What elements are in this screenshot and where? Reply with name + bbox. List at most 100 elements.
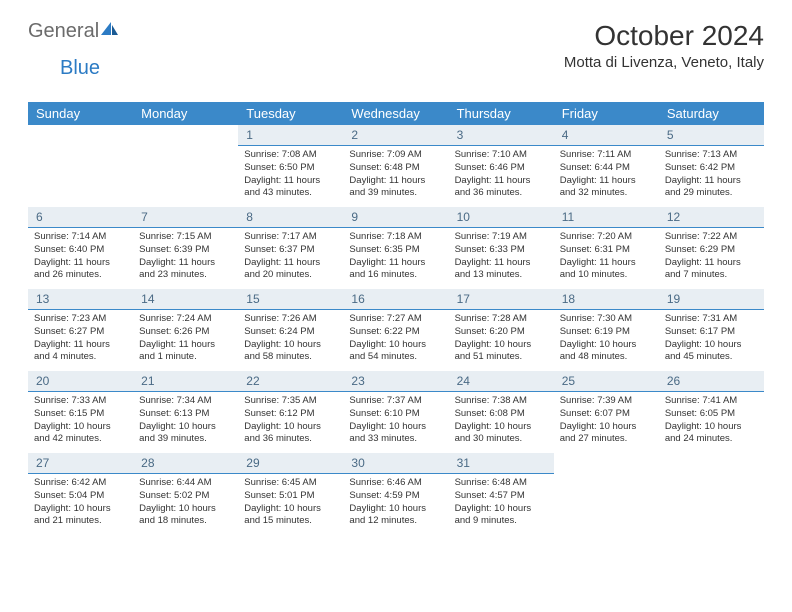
- calendar-cell: 8Sunrise: 7:17 AMSunset: 6:37 PMDaylight…: [238, 207, 343, 289]
- calendar-cell: 16Sunrise: 7:27 AMSunset: 6:22 PMDayligh…: [343, 289, 448, 371]
- day-number: 10: [449, 207, 554, 228]
- day-content: Sunrise: 7:11 AMSunset: 6:44 PMDaylight:…: [554, 146, 659, 204]
- day-content: Sunrise: 7:37 AMSunset: 6:10 PMDaylight:…: [343, 392, 448, 450]
- day-number: 31: [449, 453, 554, 474]
- day-number: 17: [449, 289, 554, 310]
- day-content: Sunrise: 6:45 AMSunset: 5:01 PMDaylight:…: [238, 474, 343, 532]
- logo-text-blue: Blue: [60, 57, 100, 79]
- day-content: Sunrise: 7:17 AMSunset: 6:37 PMDaylight:…: [238, 228, 343, 286]
- calendar-cell: 19Sunrise: 7:31 AMSunset: 6:17 PMDayligh…: [659, 289, 764, 371]
- day-content: Sunrise: 7:14 AMSunset: 6:40 PMDaylight:…: [28, 228, 133, 286]
- day-number: 3: [449, 125, 554, 146]
- day-number: 1: [238, 125, 343, 146]
- day-content: Sunrise: 7:28 AMSunset: 6:20 PMDaylight:…: [449, 310, 554, 368]
- day-number: 25: [554, 371, 659, 392]
- calendar-cell: 11Sunrise: 7:20 AMSunset: 6:31 PMDayligh…: [554, 207, 659, 289]
- day-content: Sunrise: 7:34 AMSunset: 6:13 PMDaylight:…: [133, 392, 238, 450]
- day-content: Sunrise: 7:30 AMSunset: 6:19 PMDaylight:…: [554, 310, 659, 368]
- day-content: Sunrise: 7:09 AMSunset: 6:48 PMDaylight:…: [343, 146, 448, 204]
- calendar-cell: 7Sunrise: 7:15 AMSunset: 6:39 PMDaylight…: [133, 207, 238, 289]
- calendar-row: 1Sunrise: 7:08 AMSunset: 6:50 PMDaylight…: [28, 125, 764, 207]
- day-number: 15: [238, 289, 343, 310]
- day-number: 6: [28, 207, 133, 228]
- day-content: Sunrise: 7:27 AMSunset: 6:22 PMDaylight:…: [343, 310, 448, 368]
- calendar-cell: 1Sunrise: 7:08 AMSunset: 6:50 PMDaylight…: [238, 125, 343, 207]
- calendar-cell: 2Sunrise: 7:09 AMSunset: 6:48 PMDaylight…: [343, 125, 448, 207]
- calendar-cell: 24Sunrise: 7:38 AMSunset: 6:08 PMDayligh…: [449, 371, 554, 453]
- calendar-table: SundayMondayTuesdayWednesdayThursdayFrid…: [28, 102, 764, 535]
- logo-text-general: General: [28, 20, 99, 43]
- calendar-row: 27Sunrise: 6:42 AMSunset: 5:04 PMDayligh…: [28, 453, 764, 535]
- calendar-cell: 22Sunrise: 7:35 AMSunset: 6:12 PMDayligh…: [238, 371, 343, 453]
- day-content: Sunrise: 7:19 AMSunset: 6:33 PMDaylight:…: [449, 228, 554, 286]
- calendar-cell: 17Sunrise: 7:28 AMSunset: 6:20 PMDayligh…: [449, 289, 554, 371]
- day-number: 26: [659, 371, 764, 392]
- calendar-cell: [28, 125, 133, 207]
- calendar-cell: 31Sunrise: 6:48 AMSunset: 4:57 PMDayligh…: [449, 453, 554, 535]
- day-number: 12: [659, 207, 764, 228]
- calendar-cell: 3Sunrise: 7:10 AMSunset: 6:46 PMDaylight…: [449, 125, 554, 207]
- calendar-cell: 5Sunrise: 7:13 AMSunset: 6:42 PMDaylight…: [659, 125, 764, 207]
- day-content: Sunrise: 7:35 AMSunset: 6:12 PMDaylight:…: [238, 392, 343, 450]
- day-number: 19: [659, 289, 764, 310]
- day-content: Sunrise: 7:10 AMSunset: 6:46 PMDaylight:…: [449, 146, 554, 204]
- day-number: 8: [238, 207, 343, 228]
- day-content: Sunrise: 7:38 AMSunset: 6:08 PMDaylight:…: [449, 392, 554, 450]
- calendar-cell: 18Sunrise: 7:30 AMSunset: 6:19 PMDayligh…: [554, 289, 659, 371]
- day-content: Sunrise: 7:13 AMSunset: 6:42 PMDaylight:…: [659, 146, 764, 204]
- day-number: 22: [238, 371, 343, 392]
- day-number: 23: [343, 371, 448, 392]
- weekday-header: Saturday: [659, 102, 764, 125]
- calendar-cell: 29Sunrise: 6:45 AMSunset: 5:01 PMDayligh…: [238, 453, 343, 535]
- calendar-cell: 4Sunrise: 7:11 AMSunset: 6:44 PMDaylight…: [554, 125, 659, 207]
- day-content: Sunrise: 7:31 AMSunset: 6:17 PMDaylight:…: [659, 310, 764, 368]
- day-number: 11: [554, 207, 659, 228]
- day-content: Sunrise: 7:15 AMSunset: 6:39 PMDaylight:…: [133, 228, 238, 286]
- weekday-header-row: SundayMondayTuesdayWednesdayThursdayFrid…: [28, 102, 764, 125]
- calendar-cell: 26Sunrise: 7:41 AMSunset: 6:05 PMDayligh…: [659, 371, 764, 453]
- logo: General: [28, 20, 121, 43]
- calendar-cell: [133, 125, 238, 207]
- day-content: Sunrise: 7:08 AMSunset: 6:50 PMDaylight:…: [238, 146, 343, 204]
- calendar-cell: 21Sunrise: 7:34 AMSunset: 6:13 PMDayligh…: [133, 371, 238, 453]
- calendar-cell: 15Sunrise: 7:26 AMSunset: 6:24 PMDayligh…: [238, 289, 343, 371]
- month-title: October 2024: [564, 20, 764, 52]
- calendar-cell: 30Sunrise: 6:46 AMSunset: 4:59 PMDayligh…: [343, 453, 448, 535]
- day-number: 28: [133, 453, 238, 474]
- day-content: Sunrise: 7:23 AMSunset: 6:27 PMDaylight:…: [28, 310, 133, 368]
- calendar-cell: 27Sunrise: 6:42 AMSunset: 5:04 PMDayligh…: [28, 453, 133, 535]
- calendar-cell: 14Sunrise: 7:24 AMSunset: 6:26 PMDayligh…: [133, 289, 238, 371]
- day-number: 7: [133, 207, 238, 228]
- day-content: Sunrise: 7:24 AMSunset: 6:26 PMDaylight:…: [133, 310, 238, 368]
- calendar-row: 13Sunrise: 7:23 AMSunset: 6:27 PMDayligh…: [28, 289, 764, 371]
- day-content: Sunrise: 6:42 AMSunset: 5:04 PMDaylight:…: [28, 474, 133, 532]
- day-number: 30: [343, 453, 448, 474]
- day-number: 21: [133, 371, 238, 392]
- calendar-cell: 28Sunrise: 6:44 AMSunset: 5:02 PMDayligh…: [133, 453, 238, 535]
- day-number: 24: [449, 371, 554, 392]
- day-number: 14: [133, 289, 238, 310]
- day-content: Sunrise: 7:18 AMSunset: 6:35 PMDaylight:…: [343, 228, 448, 286]
- day-content: Sunrise: 7:39 AMSunset: 6:07 PMDaylight:…: [554, 392, 659, 450]
- calendar-cell: 6Sunrise: 7:14 AMSunset: 6:40 PMDaylight…: [28, 207, 133, 289]
- weekday-header: Wednesday: [343, 102, 448, 125]
- weekday-header: Thursday: [449, 102, 554, 125]
- calendar-body: 1Sunrise: 7:08 AMSunset: 6:50 PMDaylight…: [28, 125, 764, 535]
- day-number: 13: [28, 289, 133, 310]
- day-content: Sunrise: 7:22 AMSunset: 6:29 PMDaylight:…: [659, 228, 764, 286]
- calendar-cell: 9Sunrise: 7:18 AMSunset: 6:35 PMDaylight…: [343, 207, 448, 289]
- calendar-cell: 12Sunrise: 7:22 AMSunset: 6:29 PMDayligh…: [659, 207, 764, 289]
- day-content: Sunrise: 6:46 AMSunset: 4:59 PMDaylight:…: [343, 474, 448, 532]
- day-content: Sunrise: 7:33 AMSunset: 6:15 PMDaylight:…: [28, 392, 133, 450]
- weekday-header: Friday: [554, 102, 659, 125]
- calendar-cell: [554, 453, 659, 535]
- calendar-cell: 10Sunrise: 7:19 AMSunset: 6:33 PMDayligh…: [449, 207, 554, 289]
- logo-sail-icon: [99, 20, 119, 43]
- calendar-row: 20Sunrise: 7:33 AMSunset: 6:15 PMDayligh…: [28, 371, 764, 453]
- calendar-cell: 13Sunrise: 7:23 AMSunset: 6:27 PMDayligh…: [28, 289, 133, 371]
- day-number: 16: [343, 289, 448, 310]
- day-number: 9: [343, 207, 448, 228]
- calendar-cell: 23Sunrise: 7:37 AMSunset: 6:10 PMDayligh…: [343, 371, 448, 453]
- calendar-cell: 20Sunrise: 7:33 AMSunset: 6:15 PMDayligh…: [28, 371, 133, 453]
- weekday-header: Sunday: [28, 102, 133, 125]
